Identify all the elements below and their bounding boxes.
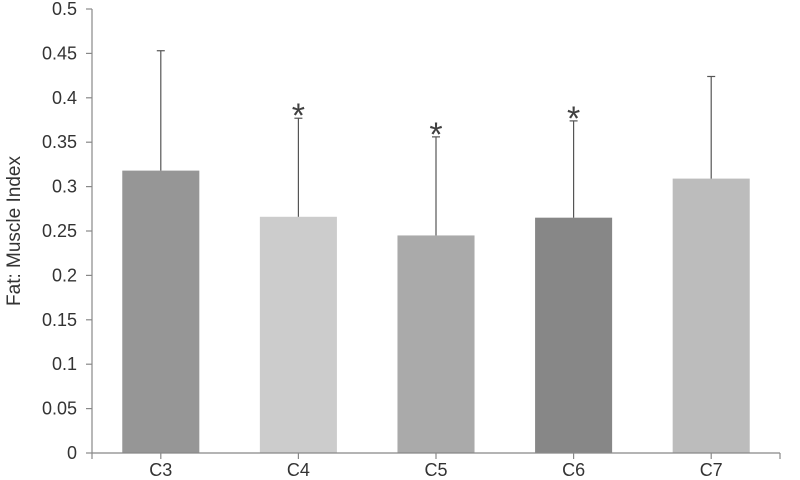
significance-star-c6: * — [567, 100, 580, 138]
bar-c6 — [535, 217, 613, 453]
y-tick-label: 0.45 — [42, 43, 77, 63]
y-tick-label: 0.3 — [52, 177, 77, 197]
bar-c5 — [397, 235, 475, 453]
y-tick-label: 0.1 — [52, 354, 77, 374]
significance-markers: * * * — [292, 97, 580, 154]
y-axis-title: Fat: Muscle Index — [4, 156, 25, 306]
bar-c7 — [672, 178, 750, 453]
x-axis-labels: C3 C4 C5 C6 C7 — [91, 453, 781, 480]
significance-star-c4: * — [292, 97, 305, 135]
significance-star-c5: * — [429, 116, 442, 154]
y-tick-label: 0.2 — [52, 265, 77, 285]
x-tick-label-c6: C6 — [562, 460, 585, 480]
y-tick-label: 0.35 — [42, 132, 77, 152]
bars — [122, 170, 750, 453]
y-tick-label: 0.5 — [52, 0, 77, 19]
y-tick-label: 0.05 — [42, 399, 77, 419]
bar-c4 — [259, 216, 337, 453]
x-tick-label-c3: C3 — [149, 460, 172, 480]
y-tick-label: 0.25 — [42, 221, 77, 241]
x-tick-label-c7: C7 — [700, 460, 723, 480]
y-tick-label: 0.4 — [52, 88, 77, 108]
y-tick-label: 0.15 — [42, 310, 77, 330]
bar-c3 — [122, 170, 200, 453]
x-tick-label-c4: C4 — [287, 460, 310, 480]
x-tick-label-c5: C5 — [424, 460, 447, 480]
y-tick-label: 0 — [67, 443, 77, 463]
y-axis-ticks: 0 0.05 0.1 0.15 0.2 0.25 0.3 0.35 0.4 0.45 0.5 — [42, 0, 92, 463]
error-bars — [156, 50, 716, 236]
